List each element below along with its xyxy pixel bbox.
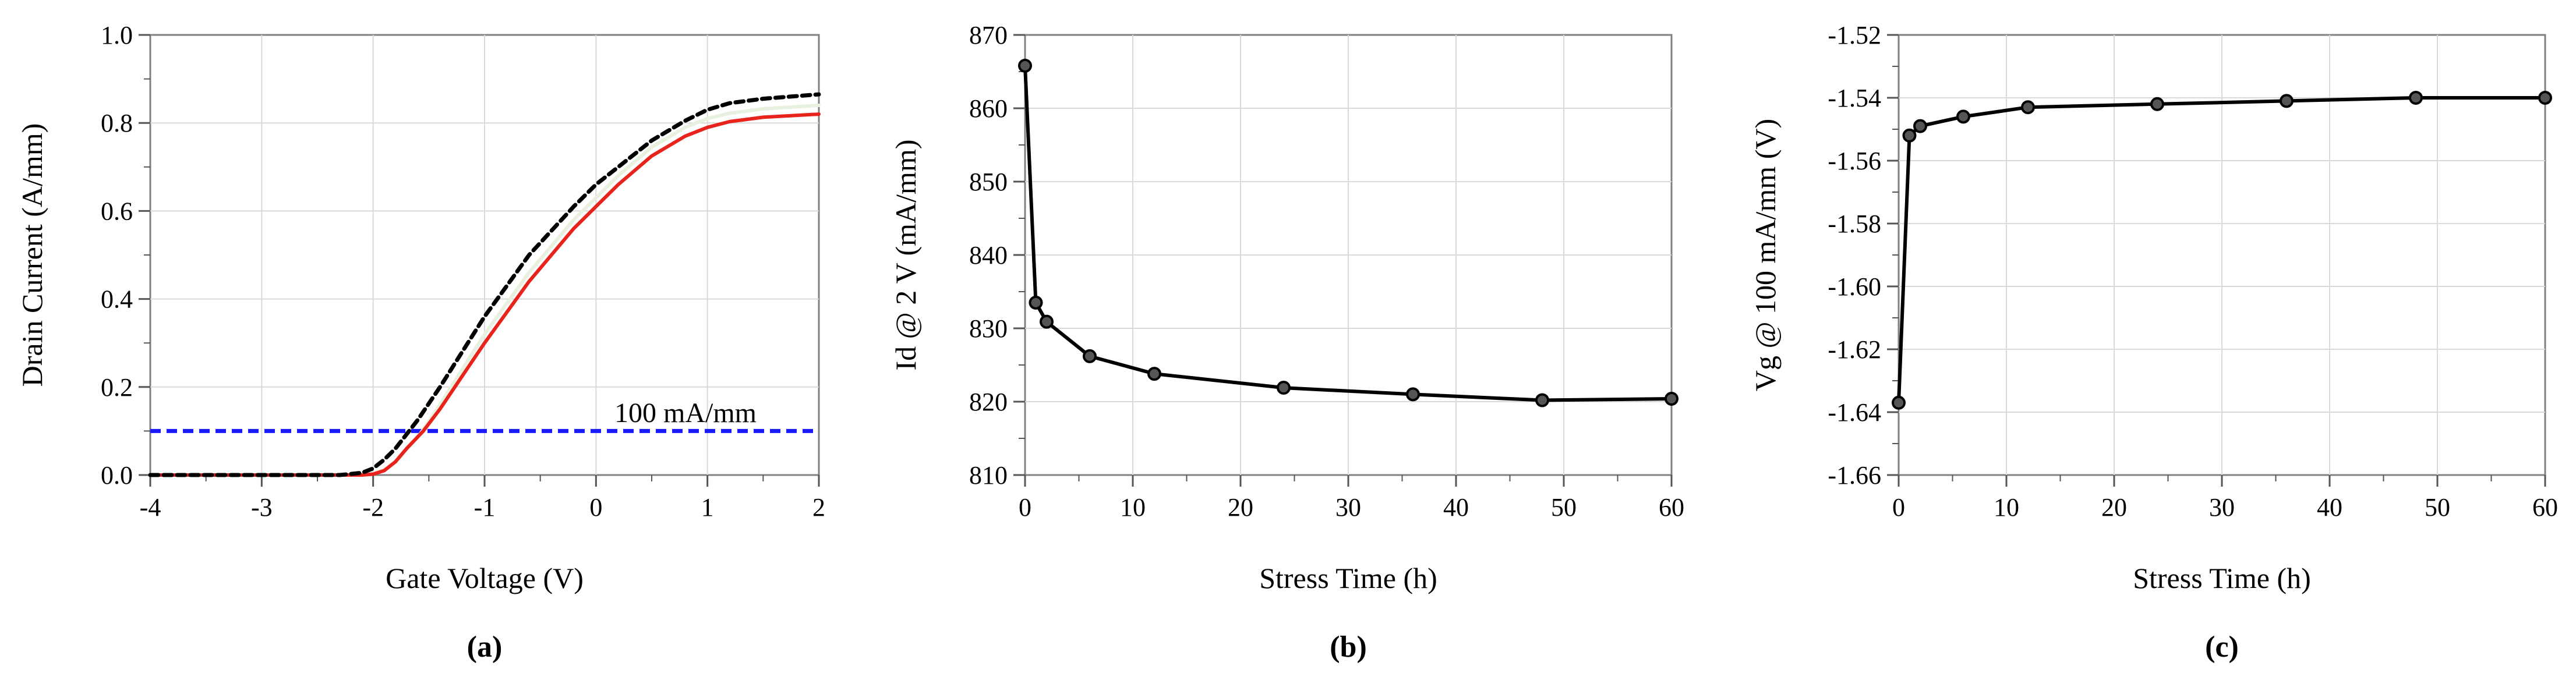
x-tick-label: 20: [1228, 493, 1253, 522]
data-point: [2538, 91, 2552, 105]
x-tick-label: 60: [2532, 493, 2558, 522]
x-axis-title-b: Stress Time (h): [1259, 562, 1437, 594]
y-axis-title-b: Id @ 2 V (mA/mm): [889, 140, 922, 371]
y-tick-label: 0.6: [101, 197, 133, 225]
y-axis-title-a: Drain Current (A/mm): [16, 123, 48, 387]
x-tick-label: 20: [2101, 493, 2127, 522]
data-point: [1018, 58, 1032, 73]
y-tick-label: 0.8: [101, 109, 133, 137]
y-tick-label: 0.0: [101, 461, 133, 490]
x-tick-label: -4: [140, 493, 161, 522]
data-point: [1902, 128, 1917, 143]
panel-b: 0 10 20 30 40 50 60 810 820 830 840 850 860 870 Stres…: [889, 21, 1684, 664]
annotation-100mamm: 100 mA/mm: [614, 398, 757, 428]
y-tick-label: 860: [969, 94, 1008, 123]
y-tick-label: 840: [969, 241, 1008, 270]
data-point: [1029, 295, 1043, 310]
series-lines-a: [148, 92, 821, 477]
x-tick-label: -3: [251, 493, 273, 522]
y-tick-label: -1.62: [1828, 335, 1881, 364]
data-point: [1147, 367, 1161, 381]
y-tick-label: -1.64: [1828, 398, 1881, 427]
x-tick-label: 40: [1443, 493, 1469, 522]
x-tick-label: 0: [1892, 493, 1905, 522]
series-line: [149, 112, 821, 477]
y-tick-label: 810: [969, 461, 1008, 490]
series-lines-c: [1892, 91, 2552, 410]
y-tick-label: 830: [969, 314, 1008, 343]
y-tick-label: -1.60: [1828, 272, 1881, 301]
data-point: [2409, 91, 2423, 105]
panel-label-a: (a): [467, 630, 503, 664]
panel-a: -4 -3 -2 -1 0 1 20.00.20.40.60.81.0 100 mA/mm …: [16, 21, 825, 664]
x-tick-label: 50: [2425, 493, 2450, 522]
x-tick-label: 0: [589, 493, 602, 522]
x-tick-label: 10: [1994, 493, 2019, 522]
x-tick-label: 30: [1335, 493, 1361, 522]
y-axis-title-c: Vg @ 100 mA/mm (V): [1749, 119, 1782, 391]
y-tick-label: -1.58: [1828, 210, 1881, 238]
x-tick-label: 30: [2209, 493, 2235, 522]
y-tick-label: 0.4: [101, 285, 133, 314]
panel-label-c: (c): [2205, 630, 2239, 664]
y-tick-label: -1.66: [1828, 461, 1881, 490]
x-tick-label: -1: [474, 493, 496, 522]
ticks-c: 0 10 20 30 40 50 60 -1.66 -1.64 -1.62 -1.60 -1.58 -1…: [1828, 21, 2558, 522]
x-tick-label: 50: [1551, 493, 1577, 522]
data-point: [1665, 391, 1679, 406]
x-tick-label: 0: [1019, 493, 1031, 522]
x-tick-label: -2: [362, 493, 384, 522]
y-tick-label: -1.56: [1828, 147, 1881, 175]
y-tick-label: 1.0: [101, 21, 133, 49]
x-axis-title-c: Stress Time (h): [2133, 562, 2311, 594]
x-tick-label: 40: [2317, 493, 2342, 522]
data-point: [1892, 395, 1906, 410]
y-tick-label: -1.52: [1828, 21, 1881, 49]
panel-c: 0 10 20 30 40 50 60 -1.66 -1.64 -1.62 -1.60 -1.58 -1…: [1749, 21, 2558, 664]
data-point: [1277, 381, 1291, 395]
y-tick-label: 850: [969, 168, 1008, 196]
data-point: [2021, 100, 2035, 115]
x-tick-label: 10: [1120, 493, 1146, 522]
data-point: [1083, 349, 1097, 363]
data-point: [2280, 94, 2294, 108]
grid-c: [1899, 35, 2545, 475]
y-tick-label: 0.2: [101, 373, 133, 402]
panel-label-b: (b): [1330, 630, 1367, 664]
data-point: [1040, 314, 1054, 329]
y-tick-label: 870: [969, 21, 1008, 49]
grid-b: [1025, 35, 1672, 475]
data-point: [1913, 119, 1927, 133]
series-lines-b: [1018, 58, 1679, 407]
data-point: [1406, 387, 1420, 402]
series-line: [148, 92, 821, 477]
ticks-b: 0 10 20 30 40 50 60 810 820 830 840 850 860 870: [969, 21, 1684, 522]
data-point: [1956, 109, 1970, 124]
y-tick-label: -1.54: [1828, 84, 1881, 112]
grid-a: [150, 35, 819, 475]
ticks-a: -4 -3 -2 -1 0 1 2 0.0 0.2 0.4 0.6 0.8 1.0: [101, 21, 825, 522]
y-tick-label: 820: [969, 388, 1008, 416]
x-tick-label: 60: [1659, 493, 1684, 522]
data-point: [2150, 97, 2164, 111]
data-point: [1535, 393, 1549, 407]
x-tick-label: 1: [701, 493, 714, 522]
x-tick-label: 2: [812, 493, 825, 522]
x-axis-title-a: Gate Voltage (V): [386, 562, 584, 594]
